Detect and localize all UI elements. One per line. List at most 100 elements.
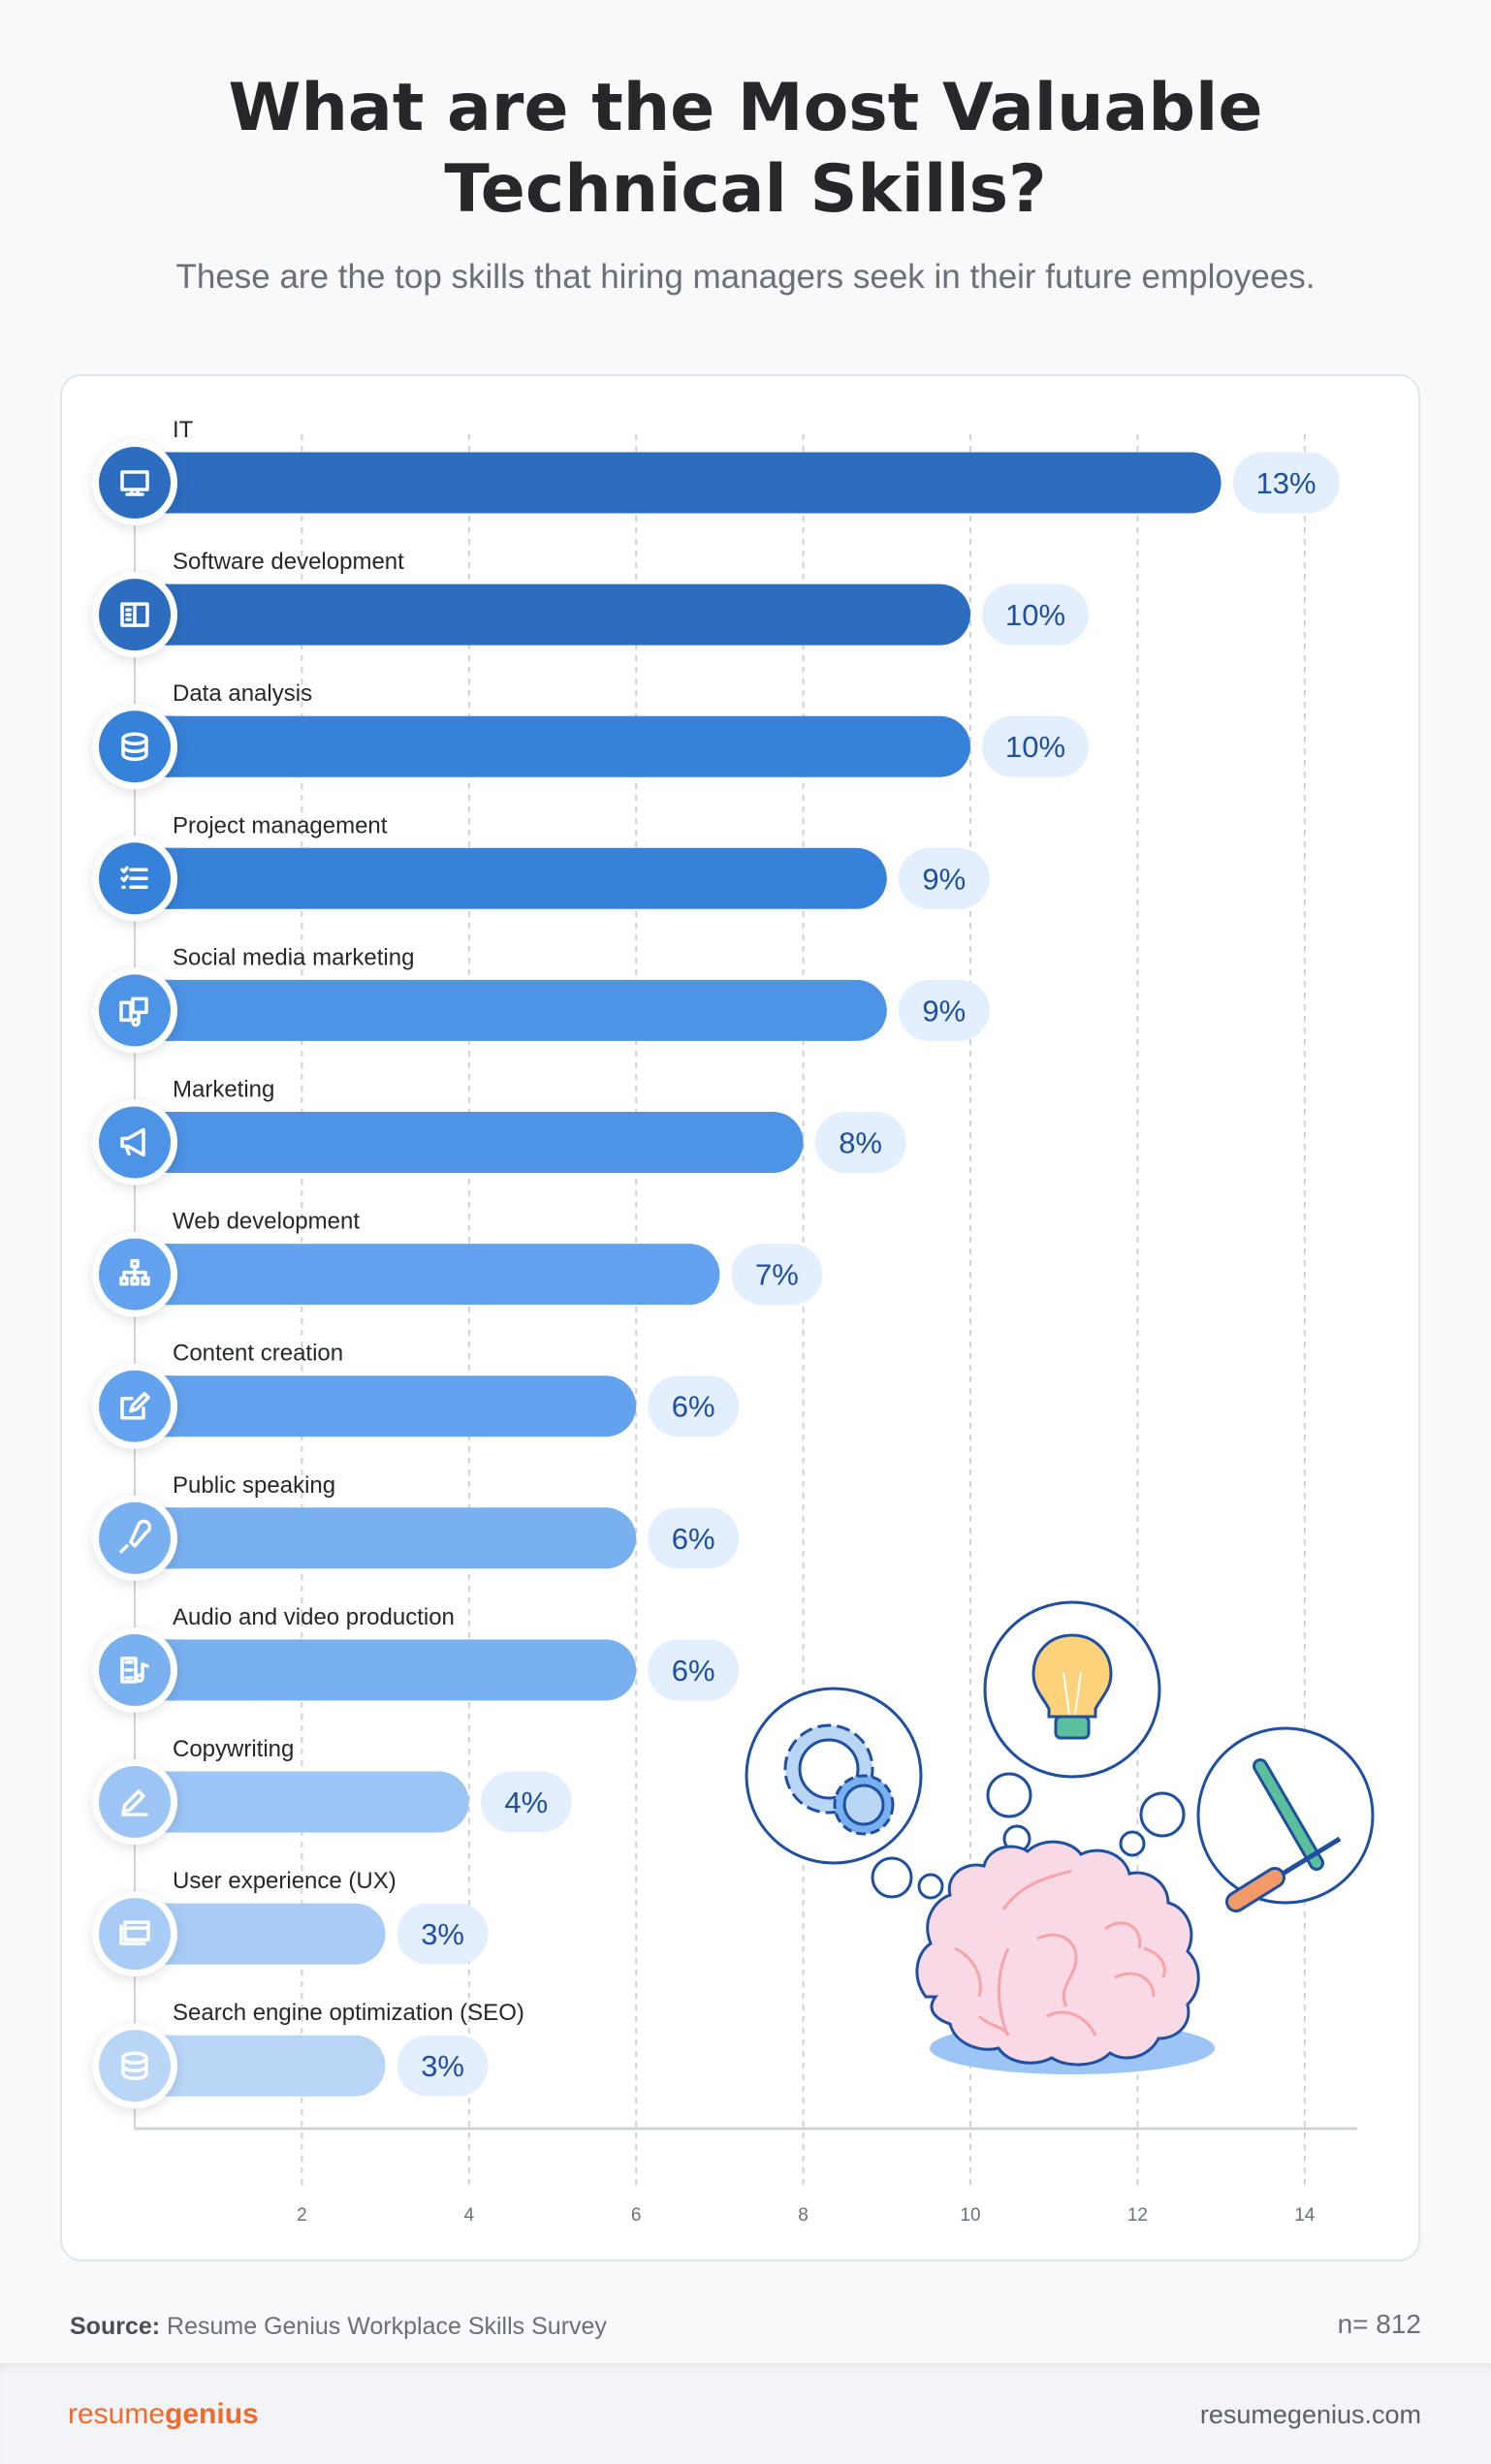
icon-badge xyxy=(99,2030,171,2102)
light-bulb-icon xyxy=(1031,1633,1113,1740)
bar[interactable] xyxy=(135,715,970,777)
icon-badge xyxy=(99,1501,171,1574)
media-icon xyxy=(119,996,148,1027)
bar-row: Search engine optimization (SEO) 3% xyxy=(92,2000,524,2109)
bar[interactable] xyxy=(135,1771,469,1833)
bar-category-label: Data analysis xyxy=(173,680,312,707)
value-pill xyxy=(648,1639,740,1701)
title-line-1: What are the Most Valuable xyxy=(228,70,1263,146)
page-title: What are the Most Valuable Technical Ski… xyxy=(0,68,1491,231)
icon-badge xyxy=(99,1106,171,1179)
value-label: 7% xyxy=(755,1258,799,1292)
code-panel-icon xyxy=(120,602,149,627)
bar[interactable] xyxy=(135,1903,386,1965)
bar[interactable] xyxy=(135,1375,637,1437)
x-tick-label: 4 xyxy=(464,2205,475,2226)
megaphone-icon xyxy=(120,1127,145,1157)
value-label: 3% xyxy=(421,1917,464,1951)
resumegenius-logo[interactable]: resumegenius xyxy=(68,2398,259,2431)
bar-category-label: IT xyxy=(173,417,194,443)
bar-category-label: Social media marketing xyxy=(173,944,414,970)
bar-row: Copywriting 4% xyxy=(92,1736,572,1845)
x-tick-label: 14 xyxy=(1294,2205,1316,2226)
value-pill xyxy=(480,1771,572,1833)
value-pill xyxy=(397,2035,489,2097)
icon-badge xyxy=(99,1766,171,1838)
value-label: 9% xyxy=(922,862,966,896)
logo-bold: genius xyxy=(165,2398,259,2430)
database-icon xyxy=(121,2051,148,2080)
microphone-icon xyxy=(119,1519,152,1554)
value-label: 10% xyxy=(1005,598,1065,632)
bar-row: Public speaking 6% xyxy=(92,1472,740,1581)
bar-row: Social media marketing 9% xyxy=(92,944,990,1054)
database-icon xyxy=(121,732,148,761)
film-music-icon xyxy=(120,1657,149,1684)
bar-row: Marketing 8% xyxy=(92,1077,906,1185)
bar-row: IT 13% xyxy=(92,417,1340,525)
icon-badge xyxy=(99,1898,171,1971)
tools-icon xyxy=(1225,1758,1342,1912)
title-line-2: Technical Skills? xyxy=(444,151,1047,228)
x-tick-label: 8 xyxy=(798,2205,809,2226)
value-label: 6% xyxy=(672,1390,715,1424)
icon-badge xyxy=(99,1370,171,1442)
pen-icon xyxy=(121,1789,148,1816)
bar[interactable] xyxy=(135,1507,637,1569)
bar-category-label: Marketing xyxy=(173,1077,274,1103)
value-pill xyxy=(898,979,990,1041)
bar[interactable] xyxy=(135,1112,804,1173)
bar[interactable] xyxy=(135,847,887,909)
bar-category-label: Project management xyxy=(173,812,388,838)
footer-bar: resumegenius resumegenius.com xyxy=(0,2363,1491,2464)
bar-category-label: Web development xyxy=(173,1209,360,1235)
bar[interactable] xyxy=(135,452,1221,514)
bar-category-label: Public speaking xyxy=(173,1472,335,1499)
value-label: 8% xyxy=(839,1126,882,1160)
subtitle: These are the top skills that hiring man… xyxy=(175,258,1316,296)
bar-row: Data analysis 10% xyxy=(92,680,1089,790)
value-label: 3% xyxy=(421,2049,464,2083)
bar-row: Software development 10% xyxy=(92,549,1089,658)
sample-size: n= 812 xyxy=(1337,2309,1421,2339)
value-pill xyxy=(982,584,1089,646)
bar-row: User experience (UX) 3% xyxy=(92,1868,489,1977)
browser-window-icon xyxy=(119,1920,150,1945)
bar[interactable] xyxy=(135,2035,386,2097)
sitemap-icon xyxy=(119,1258,150,1286)
value-label: 6% xyxy=(672,1522,715,1556)
value-pill xyxy=(397,1903,489,1965)
value-pill xyxy=(648,1375,740,1437)
gears-icon xyxy=(783,1723,895,1836)
value-pill xyxy=(982,715,1089,777)
source-text: Resume Genius Workplace Skills Survey xyxy=(167,2313,607,2340)
value-pill xyxy=(898,847,990,909)
bar[interactable] xyxy=(135,1639,637,1701)
bar-row: Content creation 6% xyxy=(92,1341,740,1449)
icon-badge xyxy=(99,711,171,783)
x-tick-label: 10 xyxy=(960,2205,980,2226)
brain-illustration xyxy=(745,1600,1375,2074)
value-label: 6% xyxy=(672,1654,715,1688)
bar-category-label: Audio and video production xyxy=(173,1604,455,1630)
checklist-icon xyxy=(120,866,148,890)
bar[interactable] xyxy=(135,979,887,1041)
value-pill xyxy=(1232,452,1340,514)
value-label: 10% xyxy=(1005,730,1065,764)
bar[interactable] xyxy=(135,584,970,646)
source-label: Source: xyxy=(70,2313,161,2340)
bar-row: Audio and video production 6% xyxy=(92,1604,740,1713)
bar-row: Project management 9% xyxy=(92,812,990,922)
bar-category-label: Software development xyxy=(173,549,404,575)
logo-light: resume xyxy=(68,2398,166,2430)
value-pill xyxy=(731,1244,823,1306)
bar[interactable] xyxy=(135,1244,720,1306)
x-tick-label: 2 xyxy=(297,2205,307,2226)
x-tick-label: 12 xyxy=(1127,2205,1148,2226)
bar-category-label: Search engine optimization (SEO) xyxy=(173,2000,524,2026)
value-label: 13% xyxy=(1256,466,1317,500)
source-note: Source: Resume Genius Workplace Skills S… xyxy=(70,2313,607,2341)
bar-category-label: User experience (UX) xyxy=(173,1868,397,1894)
site-link[interactable]: resumegenius.com xyxy=(1199,2400,1421,2429)
